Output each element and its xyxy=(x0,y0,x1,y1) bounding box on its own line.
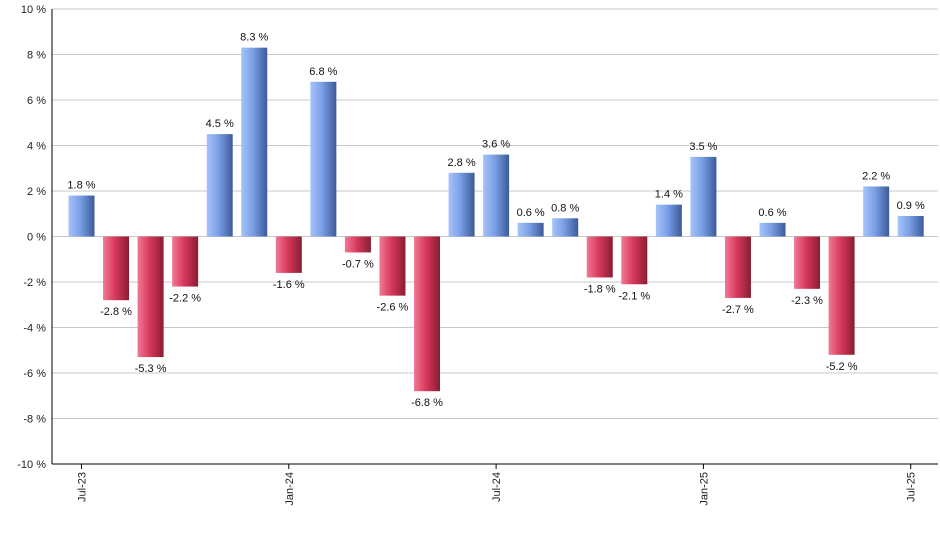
bar-Jul-25 xyxy=(897,216,924,237)
y-tick-label: -8 % xyxy=(23,414,46,426)
bar-Jul-23 xyxy=(68,195,95,237)
data-label: -2.8 % xyxy=(100,306,132,318)
bar-Aug-23 xyxy=(103,236,130,301)
data-label: -5.2 % xyxy=(826,361,858,373)
data-labels: 1.8 % -2.8 % -5.3 % -2.2 % 4.5 % 8.3 % -1.6 % 6… xyxy=(67,32,925,410)
data-label: 1.8 % xyxy=(67,180,95,192)
bar-Jan-24 xyxy=(275,236,302,273)
bars xyxy=(68,47,924,392)
data-label: 6.8 % xyxy=(309,66,337,78)
y-tick-label: -4 % xyxy=(23,323,46,335)
bar-Apr-25 xyxy=(794,236,821,289)
bar-Nov-24 xyxy=(621,236,648,285)
data-label: 0.9 % xyxy=(897,200,925,212)
data-label: -2.7 % xyxy=(722,304,754,316)
data-label: 0.6 % xyxy=(758,207,786,219)
axes xyxy=(51,9,938,465)
bar-Dec-24 xyxy=(655,204,682,237)
data-label: -2.3 % xyxy=(791,295,823,307)
data-label: 2.8 % xyxy=(447,157,475,169)
bar-Feb-24 xyxy=(310,81,337,237)
data-label: -1.8 % xyxy=(584,283,616,295)
y-tick-label: 4 % xyxy=(27,141,46,153)
bar-Oct-24 xyxy=(586,236,613,278)
bar-Jul-24 xyxy=(483,154,510,237)
x-tick-label: Jul-23 xyxy=(77,472,89,502)
y-tick-label: -10 % xyxy=(17,459,46,471)
bar-Mar-24 xyxy=(344,236,371,253)
x-tick-label: Jul-25 xyxy=(906,472,918,502)
data-label: 0.6 % xyxy=(517,207,545,219)
bar-May-25 xyxy=(828,236,855,355)
bar-Apr-24 xyxy=(379,236,406,296)
data-label: -2.6 % xyxy=(377,302,409,314)
x-tick-label: Jul-24 xyxy=(491,472,503,502)
y-axis-ticks: -10 % -8 % -6 % -4 % -2 % 0 % 2 % 4 % 6 % 8 % 10 % xyxy=(17,4,46,471)
data-label: -1.6 % xyxy=(273,279,305,291)
bar-Jun-25 xyxy=(863,186,890,237)
x-tick-label: Jan-24 xyxy=(284,472,296,506)
bar-Nov-23 xyxy=(206,134,233,237)
y-tick-label: -6 % xyxy=(23,368,46,380)
bar-May-24 xyxy=(414,236,440,392)
data-label: 3.6 % xyxy=(482,139,510,151)
y-tick-label: 8 % xyxy=(27,50,46,62)
bar-Jun-24 xyxy=(448,172,475,237)
bar-Mar-25 xyxy=(759,222,786,237)
bar-Aug-24 xyxy=(517,222,544,237)
data-label: 8.3 % xyxy=(240,32,268,44)
data-label: -2.1 % xyxy=(618,290,650,302)
x-tick-label: Jan-25 xyxy=(698,472,710,506)
bar-Feb-25 xyxy=(724,236,751,298)
data-label: -6.8 % xyxy=(411,397,443,409)
data-label: 0.8 % xyxy=(551,202,579,214)
y-tick-label: -2 % xyxy=(23,277,46,289)
data-label: 2.2 % xyxy=(862,170,890,182)
y-tick-label: 10 % xyxy=(21,4,46,16)
y-tick-label: 0 % xyxy=(27,232,46,244)
bar-Sep-24 xyxy=(552,218,579,237)
y-tick-label: 2 % xyxy=(27,186,46,198)
y-tick-label: 6 % xyxy=(27,95,46,107)
data-label: 3.5 % xyxy=(689,141,717,153)
x-axis-ticks: Jul-23 Jan-24 Jul-24 Jan-25 Jul-25 xyxy=(77,464,918,506)
data-label: -5.3 % xyxy=(135,363,167,375)
bar-Jan-25 xyxy=(690,156,717,237)
bar-Sep-23 xyxy=(137,236,164,358)
bar-Oct-23 xyxy=(172,236,199,287)
data-label: -2.2 % xyxy=(169,293,201,305)
bar-Dec-23 xyxy=(241,47,268,237)
data-label: -0.7 % xyxy=(342,258,374,270)
data-label: 4.5 % xyxy=(206,118,234,130)
data-label: 1.4 % xyxy=(655,189,683,201)
